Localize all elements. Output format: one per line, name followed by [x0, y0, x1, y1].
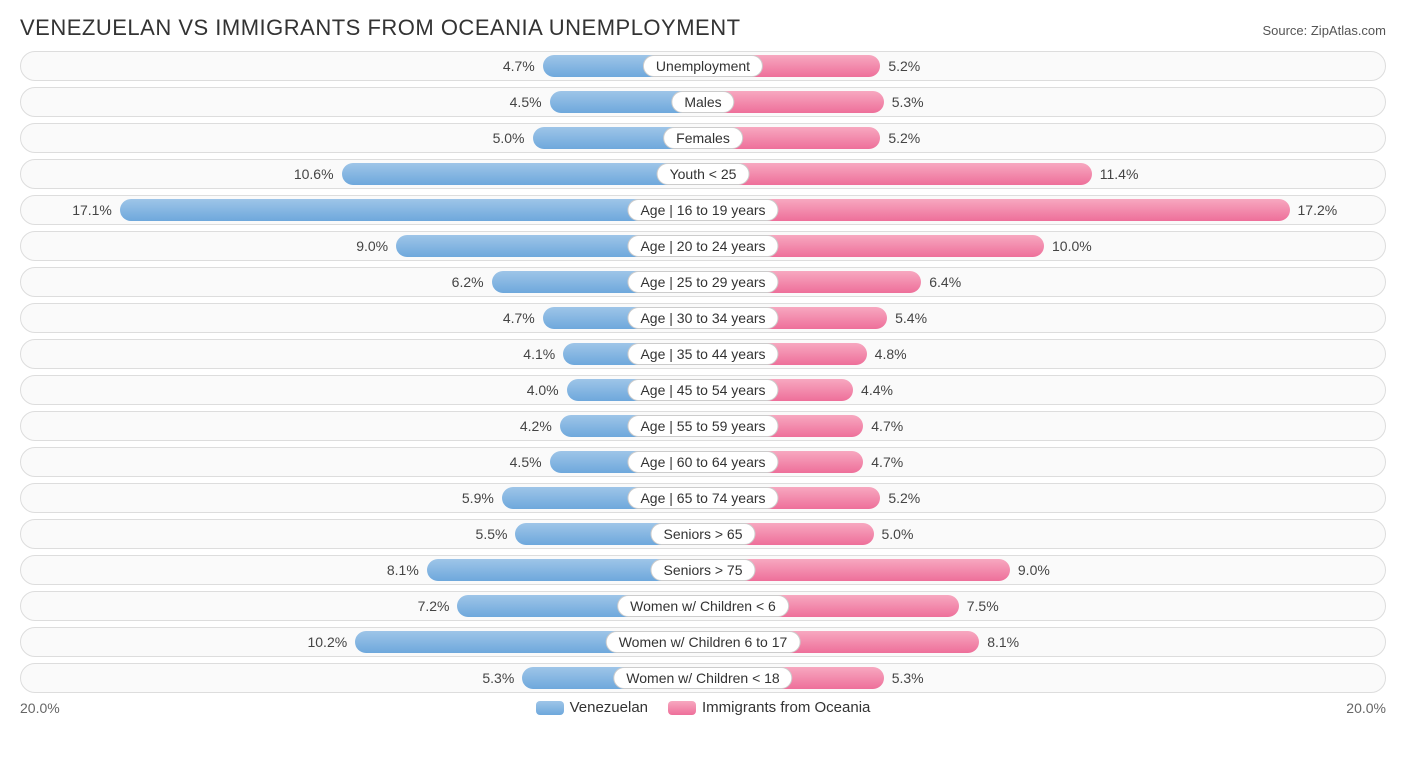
- value-label-left: 8.1%: [387, 562, 419, 578]
- category-label: Unemployment: [643, 55, 763, 77]
- value-label-right: 5.2%: [888, 130, 920, 146]
- value-label-left: 9.0%: [356, 238, 388, 254]
- value-label-left: 5.3%: [482, 670, 514, 686]
- chart-row: 8.1% 9.0% Seniors > 75: [20, 555, 1386, 585]
- value-label-right: 4.7%: [871, 454, 903, 470]
- chart-row: 4.5% 5.3% Males: [20, 87, 1386, 117]
- value-label-left: 5.5%: [476, 526, 508, 542]
- legend-label-right: Immigrants from Oceania: [702, 699, 870, 716]
- value-label-left: 4.7%: [503, 58, 535, 74]
- value-label-right: 6.4%: [929, 274, 961, 290]
- value-label-right: 17.2%: [1298, 202, 1338, 218]
- category-label: Age | 60 to 64 years: [627, 451, 778, 473]
- value-label-left: 7.2%: [418, 598, 450, 614]
- legend-item-left: Venezuelan: [536, 699, 648, 716]
- chart-row: 17.1% 17.2% Age | 16 to 19 years: [20, 195, 1386, 225]
- bar-left: [342, 163, 703, 185]
- chart-row: 10.2% 8.1% Women w/ Children 6 to 17: [20, 627, 1386, 657]
- value-label-left: 17.1%: [72, 202, 112, 218]
- value-label-left: 4.5%: [510, 454, 542, 470]
- value-label-left: 10.6%: [294, 166, 334, 182]
- value-label-right: 8.1%: [987, 634, 1019, 650]
- value-label-left: 4.7%: [503, 310, 535, 326]
- bar-right: [703, 199, 1290, 221]
- value-label-right: 5.2%: [888, 490, 920, 506]
- chart-footer: 20.0% Venezuelan Immigrants from Oceania…: [20, 699, 1386, 716]
- axis-max-left: 20.0%: [20, 700, 60, 716]
- value-label-left: 4.0%: [527, 382, 559, 398]
- legend-item-right: Immigrants from Oceania: [668, 699, 870, 716]
- chart-row: 9.0% 10.0% Age | 20 to 24 years: [20, 231, 1386, 261]
- value-label-right: 5.2%: [888, 58, 920, 74]
- chart-row: 4.5% 4.7% Age | 60 to 64 years: [20, 447, 1386, 477]
- value-label-left: 4.2%: [520, 418, 552, 434]
- value-label-right: 9.0%: [1018, 562, 1050, 578]
- chart-row: 5.5% 5.0% Seniors > 65: [20, 519, 1386, 549]
- chart-row: 5.3% 5.3% Women w/ Children < 18: [20, 663, 1386, 693]
- category-label: Age | 45 to 54 years: [627, 379, 778, 401]
- category-label: Age | 16 to 19 years: [627, 199, 778, 221]
- value-label-left: 5.0%: [493, 130, 525, 146]
- value-label-left: 10.2%: [307, 634, 347, 650]
- value-label-right: 4.8%: [875, 346, 907, 362]
- category-label: Age | 30 to 34 years: [627, 307, 778, 329]
- category-label: Youth < 25: [657, 163, 750, 185]
- category-label: Women w/ Children < 6: [617, 595, 789, 617]
- chart-source: Source: ZipAtlas.com: [1262, 23, 1386, 38]
- value-label-right: 4.7%: [871, 418, 903, 434]
- legend: Venezuelan Immigrants from Oceania: [536, 699, 871, 716]
- value-label-left: 4.5%: [510, 94, 542, 110]
- category-label: Women w/ Children < 18: [613, 667, 792, 689]
- value-label-right: 4.4%: [861, 382, 893, 398]
- chart-row: 4.0% 4.4% Age | 45 to 54 years: [20, 375, 1386, 405]
- source-prefix: Source:: [1262, 23, 1310, 38]
- diverging-bar-chart: 4.7% 5.2% Unemployment 4.5% 5.3% Males 5.0% 5.2…: [20, 51, 1386, 693]
- category-label: Females: [663, 127, 743, 149]
- chart-row: 4.7% 5.4% Age | 30 to 34 years: [20, 303, 1386, 333]
- chart-row: 5.9% 5.2% Age | 65 to 74 years: [20, 483, 1386, 513]
- value-label-right: 10.0%: [1052, 238, 1092, 254]
- bar-left: [120, 199, 703, 221]
- category-label: Age | 55 to 59 years: [627, 415, 778, 437]
- value-label-right: 5.0%: [882, 526, 914, 542]
- chart-row: 4.1% 4.8% Age | 35 to 44 years: [20, 339, 1386, 369]
- value-label-left: 4.1%: [523, 346, 555, 362]
- category-label: Seniors > 65: [651, 523, 756, 545]
- chart-title: VENEZUELAN VS IMMIGRANTS FROM OCEANIA UN…: [20, 15, 741, 41]
- value-label-left: 6.2%: [452, 274, 484, 290]
- chart-row: 4.7% 5.2% Unemployment: [20, 51, 1386, 81]
- chart-header: VENEZUELAN VS IMMIGRANTS FROM OCEANIA UN…: [20, 15, 1386, 41]
- category-label: Seniors > 75: [651, 559, 756, 581]
- chart-row: 6.2% 6.4% Age | 25 to 29 years: [20, 267, 1386, 297]
- value-label-right: 5.3%: [892, 94, 924, 110]
- axis-max-right: 20.0%: [1346, 700, 1386, 716]
- value-label-left: 5.9%: [462, 490, 494, 506]
- source-name: ZipAtlas.com: [1311, 23, 1386, 38]
- value-label-right: 7.5%: [967, 598, 999, 614]
- category-label: Males: [671, 91, 734, 113]
- chart-row: 10.6% 11.4% Youth < 25: [20, 159, 1386, 189]
- value-label-right: 5.3%: [892, 670, 924, 686]
- legend-label-left: Venezuelan: [570, 699, 648, 716]
- chart-row: 5.0% 5.2% Females: [20, 123, 1386, 153]
- category-label: Women w/ Children 6 to 17: [606, 631, 801, 653]
- legend-swatch-right: [668, 701, 696, 715]
- chart-row: 7.2% 7.5% Women w/ Children < 6: [20, 591, 1386, 621]
- value-label-right: 11.4%: [1100, 166, 1139, 182]
- bar-right: [703, 163, 1092, 185]
- category-label: Age | 35 to 44 years: [627, 343, 778, 365]
- value-label-right: 5.4%: [895, 310, 927, 326]
- chart-row: 4.2% 4.7% Age | 55 to 59 years: [20, 411, 1386, 441]
- category-label: Age | 20 to 24 years: [627, 235, 778, 257]
- legend-swatch-left: [536, 701, 564, 715]
- category-label: Age | 25 to 29 years: [627, 271, 778, 293]
- category-label: Age | 65 to 74 years: [627, 487, 778, 509]
